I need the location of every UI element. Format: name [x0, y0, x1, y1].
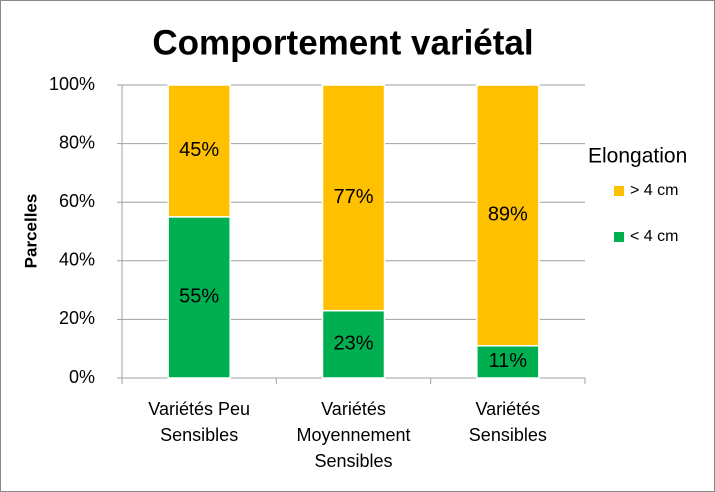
x-tick-label: Variétés Peu Sensibles	[148, 399, 250, 445]
y-tick-label: 80%	[59, 132, 95, 152]
bar-segment	[321, 309, 386, 379]
bar-segment	[167, 216, 231, 379]
legend-swatch	[614, 186, 624, 196]
legend-swatch	[614, 232, 624, 242]
data-label: 11%	[489, 350, 528, 372]
bar-segment	[476, 345, 540, 379]
y-tick-label: 100%	[49, 74, 95, 94]
x-tick-label: Variétés Moyennement Sensibles	[296, 399, 410, 471]
data-label: 45%	[179, 139, 219, 161]
data-label: 77%	[333, 186, 373, 208]
data-label: 89%	[488, 204, 528, 226]
data-label: 23%	[333, 333, 373, 355]
data-label: 55%	[179, 286, 219, 308]
bar-segment	[476, 84, 540, 347]
bar-segment	[167, 84, 231, 218]
y-tick-label: 20%	[59, 308, 95, 328]
y-tick-label: 60%	[59, 191, 95, 211]
y-tick-label: 40%	[59, 250, 95, 270]
legend-label: > 4 cm	[630, 182, 678, 199]
legend-label: < 4 cm	[630, 228, 678, 245]
legend-title: Elongation	[588, 145, 687, 168]
y-tick-label: 0%	[69, 367, 95, 387]
chart-title: Comportement variétal	[152, 23, 533, 62]
bar-segment	[321, 84, 386, 312]
x-tick-label: Variétés Sensibles	[469, 399, 547, 445]
y-axis-label: Parcelles	[21, 194, 40, 269]
